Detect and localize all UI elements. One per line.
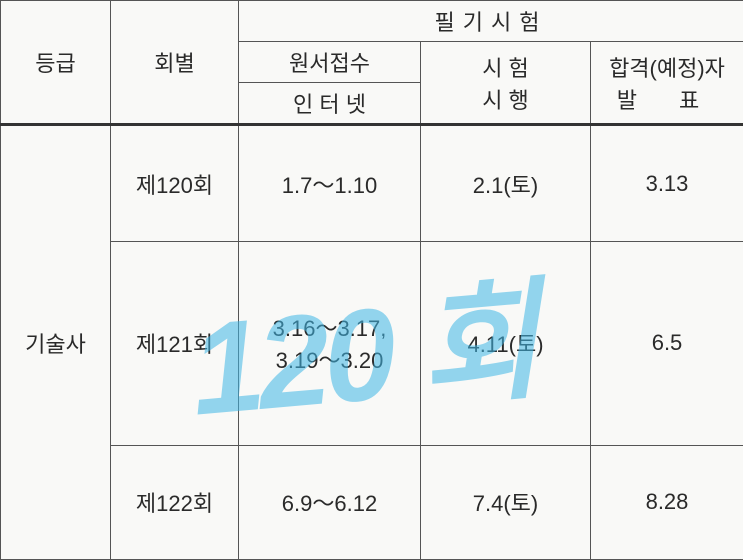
schedule-table-container: 등급 회별 필기시험 원서접수 시 험 시 행 합격(예정)자 발 표 인 터 … [0, 0, 743, 560]
cell-exam-1: 4.11(토) [421, 242, 591, 446]
cell-pass-2-label: 8.28 [646, 489, 689, 514]
cell-exam-2: 7.4(토) [421, 445, 591, 559]
th-internet-label: 인 터 넷 [293, 92, 366, 117]
table-row: 기술사 제120회 1.7～1.10 2.1(토) 3.13 [1, 125, 743, 242]
cell-pass-0-label: 3.13 [646, 171, 689, 196]
th-round: 회별 [111, 1, 239, 125]
th-exam-exec-l1: 시 험 [482, 56, 529, 81]
cell-pass-2: 8.28 [591, 445, 743, 559]
th-application-label: 원서접수 [289, 51, 370, 76]
cell-round-0: 제120회 [111, 125, 239, 242]
th-pass: 합격(예정)자 발 표 [591, 42, 743, 125]
cell-app-2: 6.9～6.12 [239, 445, 421, 559]
th-grade: 등급 [1, 1, 111, 125]
cell-app-2-label: 6.9～6.12 [282, 491, 377, 516]
exam-schedule-table: 등급 회별 필기시험 원서접수 시 험 시 행 합격(예정)자 발 표 인 터 … [0, 0, 743, 560]
th-written-exam-label: 필기시험 [435, 10, 548, 35]
cell-exam-1-label: 4.11(토) [467, 332, 543, 357]
cell-exam-0: 2.1(토) [421, 125, 591, 242]
cell-round-1-label: 제121회 [136, 332, 213, 357]
th-round-label: 회별 [154, 51, 194, 76]
cell-round-2: 제122회 [111, 445, 239, 559]
th-internet: 인 터 넷 [239, 83, 421, 125]
cell-grade-label: 기술사 [25, 332, 86, 357]
cell-round-1: 제121회 [111, 242, 239, 446]
cell-exam-2-label: 7.4(토) [473, 491, 538, 516]
th-exam-exec: 시 험 시 행 [421, 42, 591, 125]
cell-round-0-label: 제120회 [136, 173, 213, 198]
th-grade-label: 등급 [35, 51, 75, 76]
cell-app-1-l1: 3.16～3.17, [273, 316, 387, 341]
th-application: 원서접수 [239, 42, 421, 83]
th-pass-l1: 합격(예정)자 [609, 56, 725, 81]
table-header: 등급 회별 필기시험 원서접수 시 험 시 행 합격(예정)자 발 표 인 터 … [1, 1, 743, 125]
th-pass-l2: 발 표 [617, 88, 718, 113]
cell-exam-0-label: 2.1(토) [473, 173, 538, 198]
cell-app-1: 3.16～3.17, 3.19～3.20 [239, 242, 421, 446]
th-written-exam: 필기시험 [239, 1, 743, 42]
table-row: 제121회 3.16～3.17, 3.19～3.20 4.11(토) 6.5 [1, 242, 743, 446]
cell-pass-1: 6.5 [591, 242, 743, 446]
cell-grade: 기술사 [1, 125, 111, 560]
table-body: 기술사 제120회 1.7～1.10 2.1(토) 3.13 제121회 3.1… [1, 125, 743, 560]
table-row: 제122회 6.9～6.12 7.4(토) 8.28 [1, 445, 743, 559]
th-exam-exec-l2: 시 행 [482, 88, 529, 113]
cell-app-0: 1.7～1.10 [239, 125, 421, 242]
cell-pass-0: 3.13 [591, 125, 743, 242]
cell-round-2-label: 제122회 [136, 491, 213, 516]
cell-app-0-label: 1.7～1.10 [282, 173, 377, 198]
cell-pass-1-label: 6.5 [652, 330, 683, 355]
cell-app-1-l2: 3.19～3.20 [276, 348, 384, 373]
